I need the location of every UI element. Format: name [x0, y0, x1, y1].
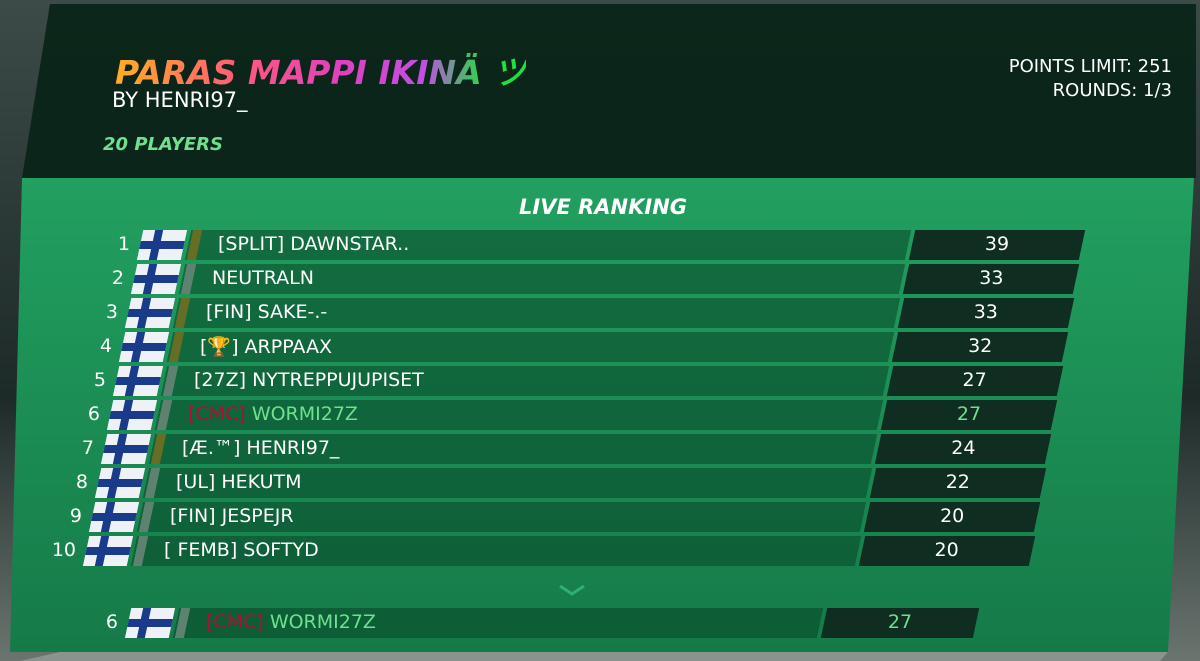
score: 24: [951, 437, 976, 459]
rank: 3: [105, 301, 118, 323]
player-name: [CMC] WORMI27Z: [188, 403, 358, 425]
club-tag: [FIN]: [170, 505, 216, 527]
flag-icon: [106, 400, 158, 430]
flag-icon: [124, 298, 176, 328]
points-limit: POINTS LIMIT: 251: [1008, 56, 1172, 77]
club-tag: [SPLIT]: [218, 233, 285, 255]
map-title: PARAS MAPPI IKINÄ ツ: [115, 46, 526, 94]
club-tag: [ FEMB]: [164, 539, 238, 561]
score: 20: [934, 539, 959, 561]
player-name: NEUTRALN: [212, 267, 314, 289]
name: ARPPAAX: [244, 336, 332, 358]
flag-icon: [118, 332, 170, 362]
player-name: [Æ.™] HENRI97_: [182, 437, 339, 459]
rank: 1: [117, 233, 130, 255]
ranking-row: 7 [Æ.™] HENRI97_ 24: [0, 434, 1200, 464]
header-panel: [22, 4, 1196, 178]
score: 22: [945, 471, 970, 493]
flag-icon: [130, 264, 182, 294]
club-tag: [FIN]: [206, 301, 252, 323]
ranking-row: 3 [FIN] SAKE-.- 33: [0, 298, 1200, 328]
score: 20: [940, 505, 965, 527]
ranking-row: 6 [CMC] WORMI27Z 27: [0, 608, 1200, 638]
player-count: 20 PLAYERS: [103, 134, 223, 155]
score: 27: [887, 611, 913, 633]
name: NYTREPPUJUPISET: [252, 369, 424, 391]
club-tag: [CMC]: [206, 611, 264, 633]
score: 39: [984, 233, 1010, 255]
player-name: [CMC] WORMI27Z: [206, 611, 376, 633]
flag-icon: [82, 536, 134, 566]
ranking-row: 2 NEUTRALN 33: [0, 264, 1200, 294]
name: JESPEJR: [221, 505, 294, 527]
name: DAWNSTAR..: [290, 233, 410, 255]
rank: 2: [111, 267, 124, 289]
rank: 4: [99, 335, 112, 357]
score: 27: [962, 369, 987, 391]
player-name: [FIN] SAKE-.-: [206, 301, 327, 323]
rounds: ROUNDS: 1/3: [1052, 80, 1172, 101]
player-name: [SPLIT] DAWNSTAR..: [218, 233, 409, 255]
flag-icon: [100, 434, 152, 464]
name: HENRI97_: [246, 437, 340, 459]
score: 33: [979, 267, 1004, 289]
rank: 5: [93, 369, 106, 391]
club-tag: [Æ.™]: [182, 437, 241, 459]
player-name: [FIN] JESPEJR: [170, 505, 294, 527]
ranking-row: 4 [🏆] ARPPAAX 32: [0, 332, 1200, 362]
score: 32: [968, 335, 993, 357]
club-tag: [27Z]: [194, 369, 247, 391]
flag-icon: [88, 502, 140, 532]
flag-icon: [112, 366, 164, 396]
map-author: BY HENRI97_: [112, 88, 248, 112]
flag-icon: [124, 608, 176, 638]
rank: 9: [69, 505, 82, 527]
score: 33: [973, 301, 998, 323]
player-name: [UL] HEKUTM: [176, 471, 302, 493]
club-tag: [UL]: [176, 471, 216, 493]
rank: 6: [87, 403, 100, 425]
ranking-row: 5 [27Z] NYTREPPUJUPISET 27: [0, 366, 1200, 396]
name: NEUTRALN: [212, 267, 314, 289]
score: 27: [956, 403, 982, 425]
name: WORMI27Z: [269, 611, 376, 633]
flag-icon: [136, 230, 188, 260]
ranking-title: LIVE RANKING: [519, 195, 687, 219]
name: HEKUTM: [221, 471, 302, 493]
player-name: [🏆] ARPPAAX: [200, 335, 332, 358]
name: SAKE-.-: [257, 301, 328, 323]
rank: 6: [105, 611, 118, 633]
ranking-row: 6 [CMC] WORMI27Z 27: [0, 400, 1200, 430]
name: WORMI27Z: [251, 403, 358, 425]
flag-icon: [94, 468, 146, 498]
name: SOFTYD: [243, 539, 319, 561]
rank: 10: [51, 539, 76, 561]
ranking-row: 8 [UL] HEKUTM 22: [0, 468, 1200, 498]
ranking-row: 9 [FIN] JESPEJR 20: [0, 502, 1200, 532]
floor: [20, 652, 1168, 661]
player-name: [27Z] NYTREPPUJUPISET: [194, 369, 424, 391]
club-tag: [CMC]: [188, 403, 246, 425]
club-tag: [🏆]: [200, 336, 239, 358]
rank: 7: [81, 437, 94, 459]
ranking-row: 1 [SPLIT] DAWNSTAR.. 39: [0, 230, 1200, 260]
ranking-row: 10 [ FEMB] SOFTYD 20: [0, 536, 1200, 566]
expand-arrow: [559, 584, 585, 596]
player-name: [ FEMB] SOFTYD: [164, 539, 319, 561]
rank: 8: [75, 471, 88, 493]
